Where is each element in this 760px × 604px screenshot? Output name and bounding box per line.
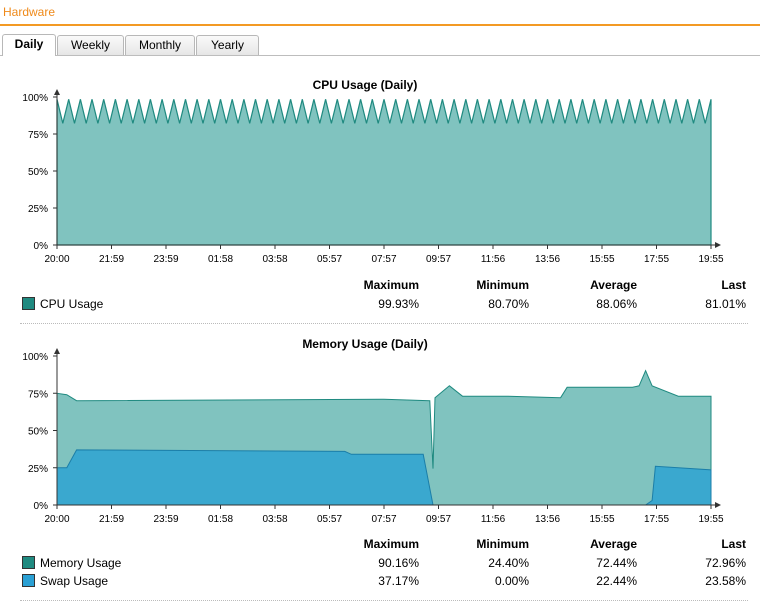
y-tick-label: 25%	[28, 204, 48, 215]
cpu-last: 81.01%	[705, 297, 746, 311]
y-tick-label: 50%	[28, 167, 48, 178]
x-tick-label: 19:55	[698, 254, 723, 265]
cpu-legend-table: Maximum Minimum Average Last CPU Usage 9…	[0, 278, 760, 318]
x-tick-label: 17:55	[644, 254, 669, 265]
tab-yearly[interactable]: Yearly	[196, 35, 259, 55]
y-axis-arrow	[54, 348, 60, 354]
x-tick-label: 23:59	[153, 514, 178, 525]
x-tick-label: 13:56	[535, 514, 560, 525]
section-divider	[20, 323, 748, 324]
cpu-usage-area	[56, 99, 712, 246]
x-tick-label: 20:00	[44, 514, 69, 525]
hardware-header: Hardware	[0, 0, 760, 26]
y-tick-label: 25%	[28, 464, 48, 475]
swap-swatch	[22, 574, 35, 587]
tab-monthly[interactable]: Monthly	[125, 35, 195, 55]
cpu-avg: 88.06%	[596, 297, 637, 311]
swap-max: 37.17%	[378, 574, 419, 588]
swap-avg: 22.44%	[596, 574, 637, 588]
tab-daily[interactable]: Daily	[2, 34, 56, 56]
x-tick-label: 21:59	[99, 254, 124, 265]
memory-plot-area: 0% 25% 50% 75% 100% 20:00 21:59 23:59 01:58 03:58…	[22, 348, 724, 525]
y-tick-label: 0%	[34, 241, 49, 252]
y-tick-label: 50%	[28, 427, 48, 438]
col-average: Average	[590, 278, 637, 292]
x-tick-label: 01:58	[208, 254, 233, 265]
x-tick-label: 15:55	[589, 514, 614, 525]
col-last: Last	[721, 278, 746, 292]
tabs-divider	[0, 55, 760, 56]
memory-min: 24.40%	[488, 556, 529, 570]
y-tick-label: 75%	[28, 130, 48, 141]
x-tick-label: 05:57	[317, 514, 342, 525]
x-tick-label: 09:57	[426, 254, 451, 265]
x-tick-label: 13:56	[535, 254, 560, 265]
x-tick-label: 17:55	[644, 514, 669, 525]
x-axis-arrow	[715, 242, 721, 248]
x-tick-label: 07:57	[371, 514, 396, 525]
col-maximum: Maximum	[363, 537, 419, 551]
legend-name: Swap Usage	[40, 574, 109, 588]
memory-legend-table: Maximum Minimum Average Last Memory Usag…	[0, 537, 760, 597]
cpu-swatch	[22, 297, 35, 310]
x-tick-label: 09:57	[426, 514, 451, 525]
memory-max: 90.16%	[378, 556, 419, 570]
memory-last: 72.96%	[705, 556, 746, 570]
x-tick-label: 23:59	[153, 254, 178, 265]
cpu-min: 80.70%	[488, 297, 529, 311]
col-minimum: Minimum	[476, 278, 529, 292]
x-tick-label: 11:56	[481, 514, 506, 525]
y-axis-arrow	[54, 89, 60, 95]
col-minimum: Minimum	[476, 537, 529, 551]
legend-name: Memory Usage	[40, 556, 122, 570]
y-tick-label: 75%	[28, 389, 48, 400]
cpu-usage-chart: CPU Usage (Daily) 0% 25% 50% 75% 100% 20:00 21…	[22, 78, 724, 265]
y-tick-label: 100%	[22, 93, 48, 104]
swap-last: 23.58%	[705, 574, 746, 588]
y-tick-label: 100%	[22, 352, 48, 363]
swap-min: 0.00%	[494, 574, 529, 588]
x-tick-label: 11:56	[481, 254, 506, 265]
cpu-max: 99.93%	[378, 297, 419, 311]
x-tick-label: 20:00	[44, 254, 69, 265]
col-average: Average	[590, 537, 637, 551]
cpu-plot-area: 0% 25% 50% 75% 100% 20:00 21:59 23:59 01:58 03:58…	[22, 89, 724, 265]
memory-usage-chart: Memory Usage (Daily) 0% 25% 50% 75% 100% 20:0…	[22, 337, 724, 525]
chart-title: CPU Usage (Daily)	[313, 78, 418, 92]
x-tick-label: 03:58	[262, 514, 287, 525]
chart-title: Memory Usage (Daily)	[302, 337, 427, 351]
y-tick-label: 0%	[34, 501, 49, 512]
x-tick-label: 19:55	[698, 514, 723, 525]
x-tick-label: 15:55	[589, 254, 614, 265]
x-tick-label: 03:58	[262, 254, 287, 265]
x-tick-label: 01:58	[208, 514, 233, 525]
x-axis-arrow	[715, 502, 721, 508]
section-title: Hardware	[3, 5, 56, 19]
legend-name: CPU Usage	[40, 297, 104, 311]
x-tick-label: 05:57	[317, 254, 342, 265]
x-tick-label: 07:57	[371, 254, 396, 265]
memory-swatch	[22, 556, 35, 569]
memory-avg: 72.44%	[596, 556, 637, 570]
col-maximum: Maximum	[363, 278, 419, 292]
tab-weekly[interactable]: Weekly	[57, 35, 124, 55]
x-tick-label: 21:59	[99, 514, 124, 525]
col-last: Last	[721, 537, 746, 551]
section-divider	[20, 600, 748, 601]
period-tabs: Daily Weekly Monthly Yearly	[0, 34, 760, 56]
